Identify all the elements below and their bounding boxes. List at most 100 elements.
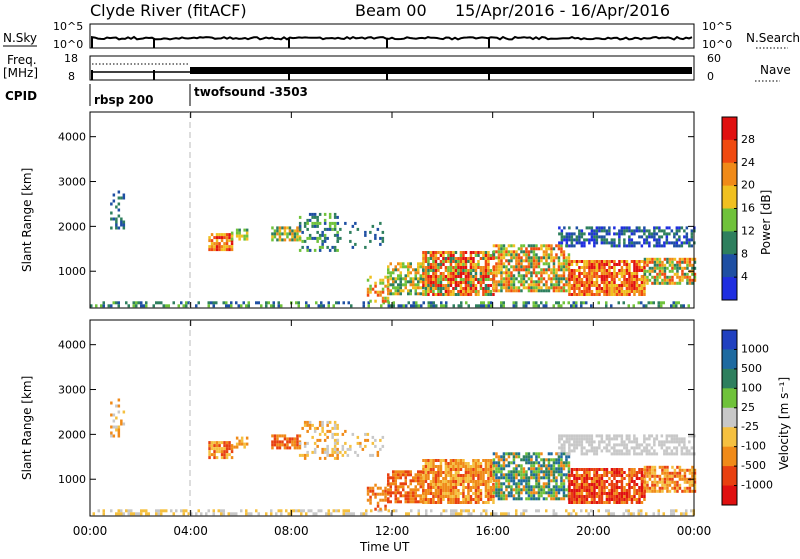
- heatmap-cell: [140, 509, 143, 513]
- heatmap-cell: [653, 477, 657, 481]
- heatmap-cell: [316, 221, 319, 225]
- heatmap-cell: [578, 293, 581, 296]
- heatmap-cell: [469, 290, 473, 293]
- heatmap-cell: [666, 471, 669, 475]
- heatmap-cell: [412, 277, 415, 281]
- heatmap-cell: [593, 238, 596, 242]
- heatmap-cell: [449, 275, 453, 278]
- heatmap-cell: [590, 281, 594, 284]
- heatmap-cell: [286, 226, 289, 230]
- heatmap-cell: [535, 274, 538, 278]
- heatmap-cell: [540, 256, 543, 260]
- heatmap-cell: [387, 292, 390, 296]
- heatmap-cell: [472, 459, 475, 462]
- colorbar-segment: [722, 446, 737, 467]
- heatmap-cell: [588, 275, 591, 278]
- heatmap-cell: [665, 452, 669, 456]
- heatmap-cell: [422, 483, 425, 486]
- heatmap-cell: [663, 480, 667, 484]
- heatmap-cell: [545, 301, 548, 305]
- heatmap-cell: [515, 250, 518, 254]
- heatmap-cell: [580, 498, 584, 501]
- heatmap-cell: [567, 464, 571, 468]
- heatmap-cell: [208, 444, 211, 448]
- heatmap-cell: [412, 280, 415, 284]
- heatmap-cell: [366, 293, 370, 297]
- heatmap-cell: [321, 450, 324, 454]
- heatmap-cell: [366, 278, 370, 282]
- heatmap-cell: [585, 260, 589, 263]
- heatmap-cell: [474, 480, 478, 483]
- heatmap-cell: [225, 236, 229, 240]
- heatmap-cell: [527, 482, 531, 486]
- heatmap-cell: [492, 485, 496, 489]
- heatmap-cell: [628, 480, 631, 483]
- heatmap-cell: [459, 462, 463, 465]
- heatmap-cell: [507, 476, 511, 480]
- heatmap-cell: [625, 229, 629, 233]
- heatmap-cell: [502, 476, 506, 480]
- heatmap-cell: [598, 477, 601, 480]
- heatmap-cell: [512, 244, 516, 248]
- heatmap-cell: [507, 482, 511, 486]
- heatmap-cell: [615, 293, 619, 296]
- heatmap-cell: [510, 485, 513, 489]
- heatmap-cell: [132, 301, 135, 305]
- heatmap-cell: [306, 221, 309, 225]
- heatmap-cell: [608, 290, 611, 293]
- heatmap-cell: [430, 304, 433, 308]
- heatmap-cell: [545, 491, 548, 495]
- heatmap-cell: [603, 293, 606, 296]
- heatmap-cell: [598, 501, 601, 504]
- heatmap-cell: [618, 449, 621, 453]
- heatmap-cell: [276, 446, 279, 450]
- heatmap-cell: [550, 280, 553, 284]
- heatmap-cell: [500, 491, 503, 495]
- heatmap-cell: [437, 486, 440, 489]
- heatmap-cell: [255, 301, 258, 305]
- heatmap-cell: [316, 230, 319, 234]
- heatmap-cell: [593, 468, 596, 471]
- heatmap-cell: [497, 467, 501, 471]
- heatmap-cell: [477, 477, 480, 480]
- heatmap-cell: [635, 260, 639, 263]
- heatmap-cell: [379, 507, 382, 511]
- heatmap-cell: [500, 289, 503, 293]
- heatmap-cell: [590, 304, 593, 308]
- heatmap-cell: [623, 226, 626, 230]
- heatmap-cell: [469, 471, 473, 474]
- heatmap-cell: [542, 244, 546, 248]
- heatmap-cell: [557, 470, 561, 474]
- heatmap-cell: [552, 476, 556, 480]
- heatmap-cell: [462, 290, 465, 293]
- heatmap-cell: [467, 512, 470, 516]
- heatmap-cell: [387, 497, 390, 501]
- heatmap-cell: [656, 483, 659, 487]
- heatmap-cell: [578, 489, 581, 492]
- heatmap-cell: [663, 483, 667, 487]
- heatmap-cell: [613, 492, 616, 495]
- heatmap-cell: [450, 509, 453, 513]
- heatmap-cell: [376, 453, 380, 457]
- heatmap-cell: [356, 227, 360, 231]
- heatmap-cell: [646, 468, 649, 472]
- heatmap-cell: [364, 432, 367, 436]
- heatmap-cell: [417, 283, 420, 287]
- heatmap-cell: [648, 486, 652, 490]
- heatmap-cell: [487, 269, 490, 272]
- heatmap-cell: [655, 244, 659, 248]
- heatmap-cell: [658, 474, 662, 478]
- heatmap-cell: [532, 464, 536, 468]
- heatmap-cell: [675, 226, 679, 230]
- heatmap-cell: [374, 438, 377, 442]
- heatmap-cell: [537, 271, 541, 275]
- heatmap-cell: [454, 281, 458, 284]
- heatmap-cell: [275, 512, 278, 516]
- heatmap-cell: [444, 495, 448, 498]
- heatmap-cell: [479, 471, 483, 474]
- heatmap-cell: [313, 236, 317, 240]
- heatmap-cell: [316, 218, 319, 222]
- heatmap-cell: [605, 449, 609, 453]
- heatmap-cell: [492, 477, 495, 480]
